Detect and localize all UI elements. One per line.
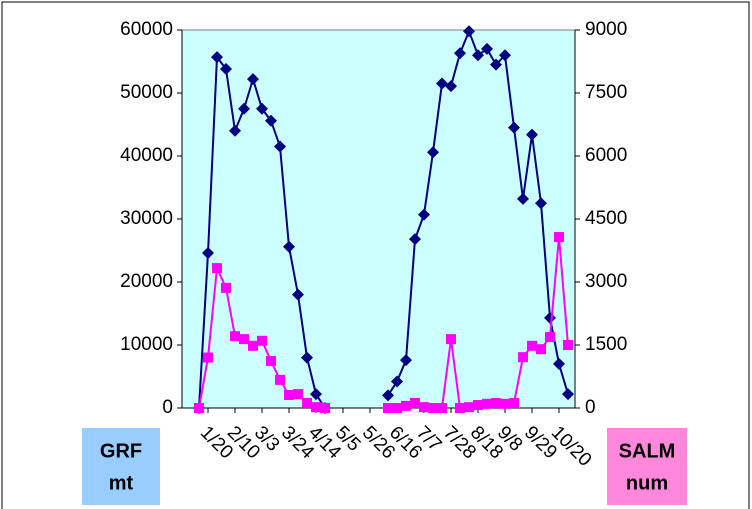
point xyxy=(401,400,411,411)
point xyxy=(518,352,528,363)
y2-label: num xyxy=(626,472,668,494)
point xyxy=(562,388,574,401)
point xyxy=(517,192,529,205)
point xyxy=(257,335,267,346)
y-label: GRF xyxy=(100,440,142,462)
point xyxy=(473,400,483,411)
point xyxy=(275,374,285,385)
y-label: mt xyxy=(109,472,134,494)
y-tick-label: 60000 xyxy=(120,19,173,40)
point xyxy=(491,397,501,408)
point xyxy=(383,403,393,413)
point xyxy=(535,197,547,210)
point xyxy=(437,403,447,413)
point xyxy=(499,49,511,62)
y2-tick-label: 1500 xyxy=(585,334,627,355)
point xyxy=(302,397,312,408)
point xyxy=(544,311,556,324)
point xyxy=(410,397,420,408)
point xyxy=(436,77,448,90)
point xyxy=(445,80,457,93)
point xyxy=(509,397,519,408)
y2-label-box xyxy=(607,428,687,505)
point xyxy=(203,352,213,363)
point xyxy=(527,340,537,351)
point xyxy=(247,73,259,86)
point xyxy=(481,42,493,55)
point xyxy=(418,208,430,221)
point xyxy=(472,49,484,62)
y2-tick-label: 6000 xyxy=(585,145,627,166)
y2-label: SALM xyxy=(619,440,676,462)
y-tick-label: 10000 xyxy=(120,334,173,355)
point xyxy=(463,25,475,38)
point xyxy=(202,247,214,260)
y-tick-label: 40000 xyxy=(120,145,173,166)
point xyxy=(382,389,394,402)
point xyxy=(221,282,231,293)
y-tick-label: 30000 xyxy=(120,208,173,229)
point xyxy=(391,375,403,388)
point xyxy=(194,403,204,413)
point xyxy=(553,357,565,370)
point xyxy=(545,332,555,343)
point xyxy=(293,389,303,400)
point xyxy=(301,351,313,364)
point xyxy=(256,102,268,115)
point xyxy=(220,63,232,76)
point xyxy=(310,388,322,401)
y2-tick-label: 0 xyxy=(585,397,596,418)
point xyxy=(274,140,286,153)
point xyxy=(283,240,295,253)
point xyxy=(400,354,412,367)
point xyxy=(392,403,402,413)
point xyxy=(563,340,573,350)
point xyxy=(482,398,492,409)
point xyxy=(500,398,510,409)
y2-tick-label: 3000 xyxy=(585,271,627,292)
point xyxy=(311,402,321,413)
point xyxy=(455,403,465,413)
point xyxy=(238,102,250,115)
point xyxy=(536,344,546,355)
point xyxy=(211,51,223,64)
point xyxy=(446,334,456,345)
y-label-box xyxy=(82,428,160,505)
y2-tick-label: 7500 xyxy=(585,82,627,103)
point xyxy=(409,233,421,246)
point xyxy=(508,121,520,134)
point xyxy=(212,263,222,274)
y-tick-label: 0 xyxy=(162,397,173,418)
point xyxy=(229,124,241,137)
point xyxy=(266,355,276,366)
y-tick-label: 20000 xyxy=(120,271,173,292)
point xyxy=(284,389,294,400)
point xyxy=(230,331,240,342)
point xyxy=(265,114,277,127)
point xyxy=(428,403,438,413)
point xyxy=(490,58,502,71)
point xyxy=(526,128,538,141)
point xyxy=(292,288,304,301)
point xyxy=(419,402,429,413)
y-tick-label: 50000 xyxy=(120,82,173,103)
point xyxy=(454,47,466,60)
point xyxy=(239,334,249,345)
point xyxy=(320,403,330,413)
plot-area xyxy=(181,29,576,409)
point xyxy=(427,146,439,159)
y2-tick-label: 4500 xyxy=(585,208,627,229)
y2-tick-label: 9000 xyxy=(585,19,627,40)
point xyxy=(554,232,564,243)
point xyxy=(248,340,258,351)
point xyxy=(464,402,474,413)
